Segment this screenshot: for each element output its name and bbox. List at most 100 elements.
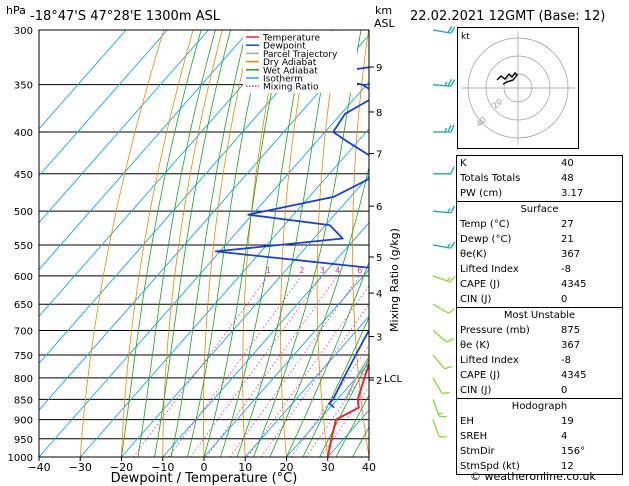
wind-barb — [432, 241, 456, 249]
mu-row: Lifted Index -8 — [460, 355, 571, 366]
km-label: km — [375, 4, 392, 17]
lcl-label: LCL — [384, 374, 403, 385]
index-row-totals: Totals Totals 48 — [460, 173, 574, 184]
wet-adiabat-line — [220, 30, 307, 457]
mixing-ratio-label: 3 — [320, 266, 325, 275]
most-unstable-section: Most Unstable Pressure (mb) 875 θe (K) 367… — [457, 307, 622, 398]
surface-title: Surface — [520, 204, 559, 215]
pressure-tick-label: 400 — [14, 128, 33, 139]
mu-row: Pressure (mb) 875 — [460, 325, 581, 336]
hodograph: kt 20 40 — [457, 27, 579, 149]
wet-adiabat-line — [121, 30, 202, 457]
isotherm-line — [39, 30, 251, 271]
wind-barb — [433, 166, 455, 175]
dry-adiabat-line — [162, 30, 223, 457]
legend-label: Mixing Ratio — [263, 83, 319, 93]
surface-section: Surface Temp (°C) 27 Dewp (°C) 21 θe(K) 367… — [457, 201, 622, 307]
wet-adiabat-line — [203, 30, 285, 457]
mixing-ratio-line — [320, 386, 369, 457]
parcel-trajectory-series — [344, 355, 369, 400]
surface-row: Lifted Index -8 — [460, 264, 571, 275]
index-row-k: K 40 — [460, 158, 574, 169]
isotherm-line — [203, 268, 369, 457]
isotherm-line — [244, 315, 369, 457]
mixing-ratio-label: 20 — [426, 266, 436, 275]
km-tick-label: 5 — [376, 253, 382, 264]
isotherm-line — [39, 34, 369, 411]
mixing-ratio-line — [190, 275, 323, 457]
wet-adiabat-line — [236, 30, 333, 457]
legend-label: Parcel Trajectory — [263, 50, 338, 60]
mixing-ratio-line — [260, 303, 369, 457]
wet-adiabat-line — [319, 358, 369, 457]
wet-adiabat-line — [335, 394, 369, 457]
indices-top: K 40 Totals Totals 48 PW (cm) 3.17 Surface … — [456, 155, 623, 475]
surface-row: CIN (J) 0 — [460, 294, 568, 305]
legend-label: Wet Adiabat — [263, 66, 318, 76]
hodo-kt-label: kt — [461, 32, 470, 42]
legend-label: Dewpoint — [263, 42, 306, 52]
wind-barb — [432, 205, 456, 214]
wet-adiabat-line — [187, 30, 265, 457]
x-tick-label: −40 — [27, 461, 50, 474]
mu-row: CAPE (J) 4345 — [460, 370, 587, 381]
dry-adiabat-line — [121, 30, 194, 457]
wind-barb — [432, 330, 454, 343]
mixing-ratio-line — [247, 285, 369, 457]
wind-barb — [432, 354, 453, 370]
mixing-ratio-label: 6 — [357, 266, 362, 275]
mixing-ratio-label: 25 — [440, 266, 450, 275]
mixing-ratio-label: 2 — [299, 266, 304, 275]
pressure-tick-label: 700 — [14, 327, 33, 338]
wind-barb — [432, 78, 456, 87]
isotherm-line — [39, 30, 292, 318]
km-tick-label: 6 — [376, 202, 382, 213]
dry-adiabat-line — [280, 30, 311, 457]
hodograph-title: Hodograph — [511, 401, 568, 412]
hodo-row: StmSpd (kt) 12 — [460, 461, 574, 472]
pressure-tick-label: 500 — [14, 207, 33, 218]
pressure-tick-label: 300 — [14, 26, 33, 37]
x-tick-label: 30 — [321, 461, 335, 474]
wind-barb — [433, 124, 455, 133]
km-tick-label: 7 — [376, 150, 382, 161]
mixing-ratio-line — [290, 344, 369, 457]
surface-row: Dewp (°C) 21 — [460, 234, 574, 245]
x-axis-label: Dewpoint / Temperature (°C) — [111, 471, 298, 486]
dry-adiabat-line — [79, 30, 165, 457]
mixing-ratio-label: 4 — [335, 266, 340, 275]
datetime-title: 22.02.2021 12GMT (Base: 12) — [410, 9, 605, 24]
wet-adiabat-line — [154, 30, 231, 457]
hodograph-section: Hodograph EH 19 SREH 4 StmDir 156° StmSpd (… — [457, 398, 622, 474]
legend-label: Isotherm — [263, 75, 303, 85]
isotherm-line — [286, 362, 369, 457]
wet-adiabat-line — [170, 30, 248, 457]
hpa-label: hPa — [6, 4, 26, 17]
temperature-series — [326, 361, 369, 457]
wet-adiabat-line — [137, 30, 216, 457]
hodo-trace — [496, 71, 518, 85]
x-tick-label: −10 — [151, 461, 174, 474]
wind-barb — [432, 419, 447, 438]
wet-adiabat-line — [253, 30, 362, 457]
isotherm-line — [162, 221, 369, 457]
y2-axis-label: Mixing Ratio (g/kg) — [388, 228, 401, 332]
location-title: -18°47'S 47°28'E 1300m ASL — [30, 9, 221, 24]
isotherm-line — [39, 30, 333, 364]
wet-adiabat-line — [302, 316, 369, 457]
x-tick-label: −30 — [69, 461, 92, 474]
footer-credit: © weatheronline.co.uk — [470, 470, 596, 483]
wet-adiabat-line — [269, 165, 369, 457]
km-tick-label: 9 — [376, 63, 382, 74]
pressure-tick-label: 600 — [14, 272, 33, 283]
mixing-ratio-label: 16 — [412, 266, 422, 275]
mixing-ratio-line — [206, 275, 338, 457]
mixing-ratio-line — [132, 275, 269, 457]
hodo-row: EH 19 — [460, 416, 574, 427]
most-unstable-title: Most Unstable — [503, 310, 576, 321]
x-tick-label: 20 — [280, 461, 294, 474]
mu-row: θe (K) 367 — [460, 340, 581, 351]
wind-barb — [432, 25, 456, 34]
isotherm-line — [121, 175, 369, 457]
